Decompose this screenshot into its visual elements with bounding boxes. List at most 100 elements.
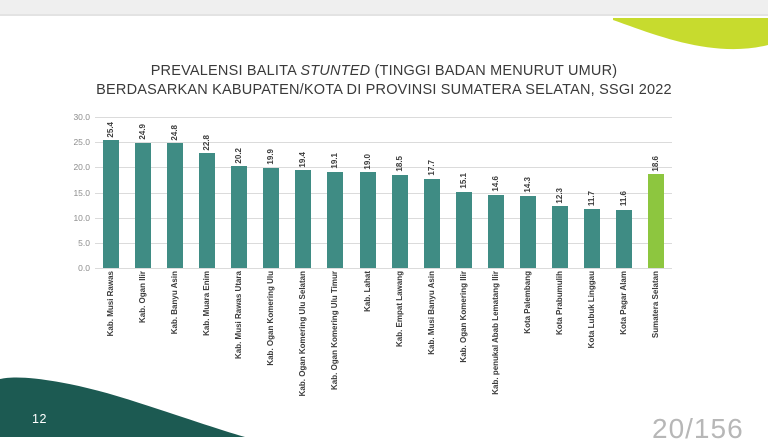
top-gray-strip [0, 0, 768, 16]
bar [263, 167, 280, 268]
corner-decoration-lime [613, 18, 768, 50]
bar-group: 19.4 [287, 117, 319, 268]
bar [199, 153, 216, 268]
bar [167, 143, 184, 268]
x-label-slot: Kab. Musi Banyu Asin [416, 271, 448, 403]
x-label-slot: Kota Palembang [512, 271, 544, 403]
x-axis-label: Kab. Ogan Komering Ulu Selatan [298, 271, 308, 397]
bar-value-label: 24.9 [138, 124, 148, 140]
bar-value-label: 18.5 [394, 156, 404, 172]
bar [487, 194, 504, 268]
x-axis-label: Kab. Lahat [362, 271, 372, 312]
bar-group: 14.3 [512, 117, 544, 268]
x-axis-label: Kota Prabumulih [554, 271, 564, 336]
x-label-slot: Kab. penukal Abab Lematang Ilir [480, 271, 512, 403]
bar-value-label: 14.3 [522, 177, 532, 194]
x-label-slot: Kab. Ogan Komering Ulu Selatan [287, 271, 319, 403]
bar [455, 192, 472, 268]
bar-value-label: 22.8 [202, 134, 212, 151]
bar-value-label: 15.1 [458, 173, 468, 189]
bar [327, 171, 344, 268]
bar [103, 140, 120, 268]
bar-value-label: 25.4 [106, 121, 116, 138]
page-counter: 20/156 [652, 413, 744, 444]
bar-chart: 25.4 24.9 24.8 22.8 20.2 19.9 19.4 19.1 19.0 18.5… [95, 117, 672, 269]
x-label-slot: Kab. Ogan Komering Ulu [255, 271, 287, 403]
bars: 25.4 24.9 24.8 22.8 20.2 19.9 19.4 19.1 19.0 18.5… [95, 117, 672, 268]
x-axis-label: Kab. Ogan Komering Ulu Timur [330, 271, 340, 390]
y-tick-label: 5.0 [78, 237, 90, 248]
x-axis-label: Kab. Ogan Ilir [138, 271, 148, 324]
bar-value-label: 20.2 [234, 147, 244, 164]
bar [583, 209, 600, 268]
bar-group: 11.6 [608, 117, 640, 268]
bar-group: 14.6 [480, 117, 512, 268]
bar [519, 196, 536, 268]
y-tick-label: 25.0 [73, 137, 90, 148]
bar-group: 17.7 [416, 117, 448, 268]
bar-group: 18.6 [640, 117, 672, 268]
bar-value-label: 12.3 [554, 187, 564, 204]
gridline [95, 268, 672, 269]
x-axis-label: Kota Pagar Alam [619, 271, 629, 335]
x-axis-label: Kab. Empat Lawang [394, 271, 404, 348]
title-line-2: BERDASARKAN KABUPATEN/KOTA DI PROVINSI S… [96, 82, 672, 98]
x-axis-label: Sumatera Selatan [651, 271, 661, 339]
x-axis-label: Kab. Musi Rawas [106, 271, 116, 337]
bar-group: 22.8 [191, 117, 223, 268]
bar-value-label: 18.6 [651, 155, 661, 172]
bar-value-label: 14.6 [490, 175, 500, 192]
y-tick-label: 0.0 [78, 263, 90, 273]
bar-group: 19.9 [255, 117, 287, 268]
bar [551, 206, 568, 268]
bar [423, 178, 440, 268]
bar-group: 15.1 [448, 117, 480, 268]
bar [391, 174, 408, 268]
bar-group: 24.8 [159, 117, 191, 268]
x-label-slot: Kab. Ogan Komering Ulu Timur [319, 271, 351, 403]
title-line-1: PREVALENSI BALITA STUNTED (TINGGI BADAN … [150, 63, 618, 79]
gridline [95, 242, 672, 244]
x-axis-label: Kab. penukal Abab Lematang Ilir [490, 271, 500, 395]
x-label-slot: Kab. Ogan Komering Ilir [448, 271, 480, 403]
bar-value-label: 11.7 [586, 190, 596, 207]
bar [295, 170, 312, 268]
bar [359, 172, 376, 268]
gridline [95, 217, 672, 219]
x-axis-label: Kota Palembang [522, 271, 532, 334]
bar-group: 18.5 [384, 117, 416, 268]
x-label-slot: Sumatera Selatan [640, 271, 672, 403]
x-label-slot: Kota Pagar Alam [608, 271, 640, 403]
y-tick-label: 10.0 [73, 212, 90, 223]
y-tick-label: 20.0 [73, 162, 90, 173]
bar-group: 20.2 [223, 117, 255, 268]
gridline [95, 142, 672, 144]
gridline [95, 192, 672, 194]
bar-value-label: 19.9 [266, 149, 276, 165]
x-axis-label: Kota Lubuk Linggau [586, 271, 596, 349]
gridline [95, 167, 672, 169]
bar-highlighted [648, 174, 665, 268]
bar-value-label: 19.4 [298, 151, 308, 168]
corner-decoration-teal [0, 377, 245, 437]
bar-value-label: 19.0 [362, 153, 372, 170]
bar-group: 11.7 [576, 117, 608, 268]
y-axis: 30.0 25.0 20.0 15.0 10.0 5.0 0.0 [52, 112, 90, 273]
page-title: PREVALENSI BALITA STUNTED (TINGGI BADAN … [0, 62, 768, 100]
bar-group: 19.0 [352, 117, 384, 268]
x-axis-label: Kab. Ogan Komering Ilir [458, 271, 468, 363]
bar-value-label: 19.1 [330, 153, 340, 169]
bar-group: 24.9 [127, 117, 159, 268]
x-label-slot: Kab. Lahat [352, 271, 384, 403]
bar-value-label: 17.7 [426, 160, 436, 176]
x-axis-label: Kab. Musi Banyu Asin [426, 271, 436, 355]
bar-group: 25.4 [95, 117, 127, 268]
gridline [95, 117, 672, 118]
y-tick-label: 30.0 [73, 112, 90, 122]
x-axis-label: Kab. Muara Enim [202, 271, 212, 336]
x-label-slot: Kab. Empat Lawang [384, 271, 416, 403]
x-axis-label: Kab. Banyu Asin [170, 271, 180, 335]
x-label-slot: Kota Prabumulih [544, 271, 576, 403]
y-tick-label: 15.0 [73, 187, 90, 198]
